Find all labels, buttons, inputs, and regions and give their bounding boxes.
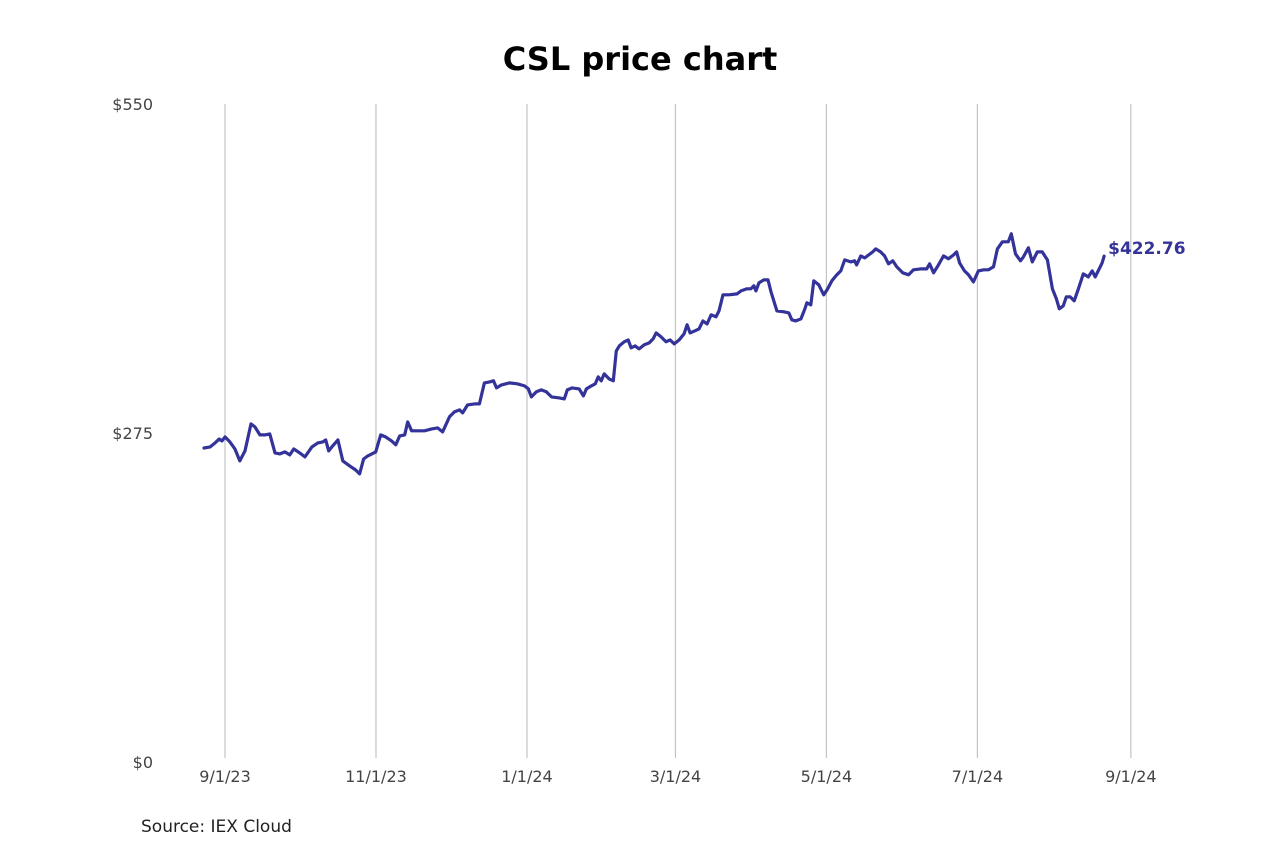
x-tick-label: 11/1/23 (345, 767, 407, 786)
price-line (202, 232, 1106, 476)
x-tick-label: 3/1/24 (650, 767, 702, 786)
gridlines (224, 104, 1132, 758)
x-tick-label: 1/1/24 (501, 767, 553, 786)
last-price-label: $422.76 (1108, 239, 1185, 259)
x-axis-ticks: 9/1/23 11/1/23 1/1/24 3/1/24 5/1/24 7/1/24 9/1… (199, 767, 1156, 786)
x-tick-label: 5/1/24 (801, 767, 853, 786)
x-tick-label: 7/1/24 (952, 767, 1004, 786)
chart-title: CSL price chart (502, 40, 778, 78)
y-tick-label: $275 (112, 424, 153, 443)
x-tick-label: 9/1/24 (1105, 767, 1157, 786)
source-note: Source: IEX Cloud (141, 817, 292, 837)
y-tick-label: $550 (112, 95, 153, 114)
x-tick-label: 9/1/23 (199, 767, 251, 786)
y-axis-ticks: $0 $275 $550 (112, 95, 153, 772)
y-tick-label: $0 (133, 753, 153, 772)
